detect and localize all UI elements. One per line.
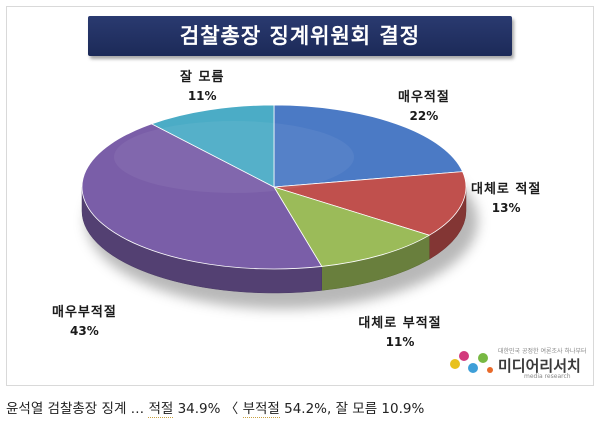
slice-name: 잘 모름 [180,70,225,85]
caption-mid2: 54.2%, 잘 모름 10.9% [279,401,425,417]
slice-percent: 43% [70,324,99,338]
slice-percent: 11% [385,335,415,349]
caption-inappropriate: 부적절 [242,401,280,418]
pie-slice-4 [150,104,275,188]
pie-slice-1 [273,171,467,236]
chart-title: 검찰총장 징계위원회 결정 [179,24,421,48]
slice-label-very-appropriate: 매우적절 22% [398,88,450,126]
caption: 윤석열 검찰총장 징계 … 적절 34.9% 〈 부적절 54.2%, 잘 모름… [6,397,425,418]
title-banner: 검찰총장 징계위원회 결정 [88,16,512,56]
slice-name: 대체로 부적절 [358,316,442,331]
logo-tagline: 대한민국 공정한 여론조사 하나부터 [498,348,587,355]
slice-name: 매우적절 [398,90,450,105]
slice-name: 매우부적절 [52,305,117,320]
slice-percent: 11% [187,89,217,103]
slice-label-mostly-appropriate: 대체로 적절 13% [471,180,541,218]
media-research-logo: 대한민국 공정한 여론조사 하나부터 미디어리서치 media research [446,344,587,380]
logo-mark-icon [450,351,493,373]
slice-percent: 13% [491,201,521,215]
slice-label-dont-know: 잘 모름 11% [180,68,224,106]
logo-name: 미디어리서치 [498,357,581,375]
slice-name: 대체로 적절 [471,182,542,197]
slice-label-very-inappropriate: 매우부적절 43% [52,303,117,341]
logo-subname: media research [524,373,571,380]
caption-appropriate: 적절 [148,401,174,418]
caption-prefix: 윤석열 검찰총장 징계 … [6,401,149,417]
pie-highlight [114,121,354,193]
pie-slice-3 [81,123,323,270]
slice-percent: 22% [409,109,439,123]
caption-mid1: 34.9% 〈 [173,401,243,417]
slice-label-mostly-inappropriate: 대체로 부적절 11% [358,314,442,352]
pie-slice-2 [273,186,431,267]
pie-slice-0 [273,104,464,188]
